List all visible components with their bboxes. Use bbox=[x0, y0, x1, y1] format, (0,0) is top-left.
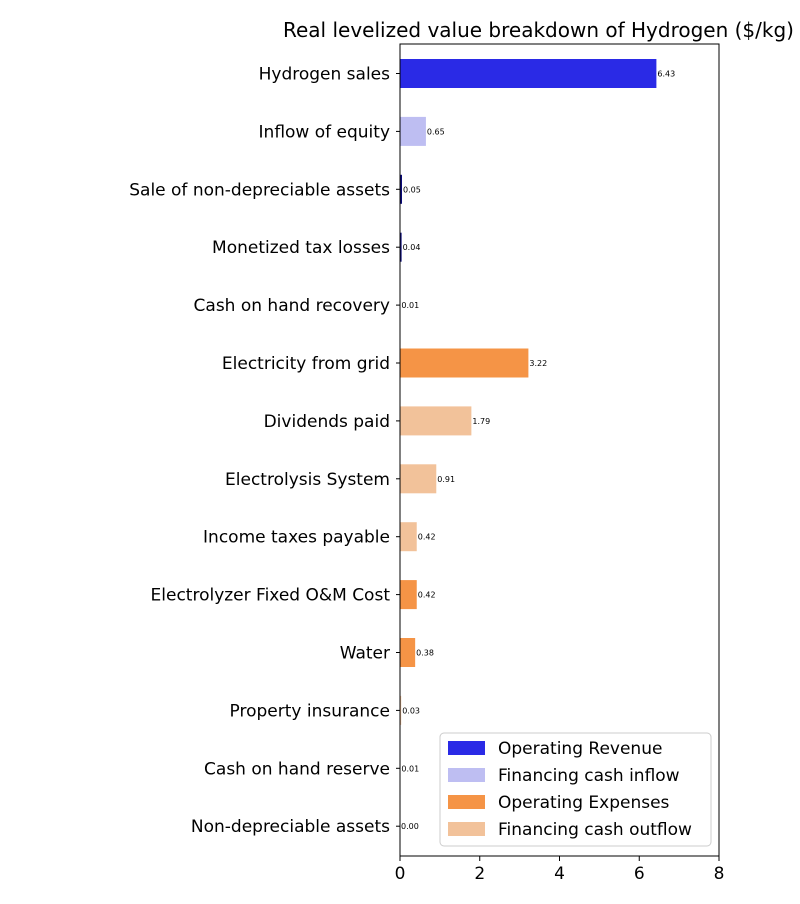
legend-label: Operating Revenue bbox=[498, 739, 662, 759]
bar-inflow-of-equity bbox=[400, 117, 426, 146]
bar-electrolysis-system bbox=[400, 464, 436, 493]
legend-label: Operating Expenses bbox=[498, 793, 670, 813]
x-tick-label: 4 bbox=[554, 864, 565, 884]
category-label: Cash on hand reserve bbox=[204, 759, 390, 779]
legend: Operating Revenue Financing cash inflow Op… bbox=[440, 733, 711, 846]
data-label: 6.43 bbox=[657, 70, 675, 79]
legend-swatch bbox=[448, 741, 485, 755]
data-label: 0.00 bbox=[401, 822, 419, 831]
data-label: 0.01 bbox=[401, 301, 419, 310]
category-label: Non-depreciable assets bbox=[191, 817, 390, 837]
x-tick-label: 2 bbox=[474, 864, 485, 884]
data-label: 0.04 bbox=[403, 243, 421, 252]
legend-swatch bbox=[448, 768, 485, 782]
bars-group bbox=[400, 59, 656, 783]
x-tick-label: 6 bbox=[634, 864, 645, 884]
category-label: Hydrogen sales bbox=[259, 65, 391, 85]
category-labels: Hydrogen sales Inflow of equity Sale of no… bbox=[129, 65, 400, 838]
category-label: Water bbox=[340, 644, 390, 664]
x-axis: 0 2 4 6 8 bbox=[395, 856, 725, 884]
bar-electrolyzer-fixed-o-m-cost bbox=[400, 580, 417, 609]
category-label: Dividends paid bbox=[264, 412, 390, 432]
category-label: Electricity from grid bbox=[222, 354, 390, 374]
category-label: Electrolyzer Fixed O&M Cost bbox=[151, 586, 391, 606]
data-label: 0.42 bbox=[418, 591, 436, 600]
data-label: 0.03 bbox=[402, 706, 420, 715]
value-labels: 6.43 0.65 0.05 0.04 0.01 3.22 1.79 0.91 0.42 0.42… bbox=[401, 70, 675, 832]
legend-swatch bbox=[448, 795, 485, 809]
data-label: 0.01 bbox=[401, 764, 419, 773]
category-label: Property insurance bbox=[230, 701, 390, 721]
data-label: 1.79 bbox=[472, 417, 490, 426]
category-label: Monetized tax losses bbox=[212, 238, 390, 258]
data-label: 0.38 bbox=[416, 649, 434, 658]
category-label: Inflow of equity bbox=[259, 122, 390, 142]
data-label: 0.65 bbox=[427, 127, 445, 136]
data-label: 3.22 bbox=[529, 359, 547, 368]
bar-water bbox=[400, 638, 415, 667]
x-tick-label: 0 bbox=[395, 864, 406, 884]
category-label: Sale of non-depreciable assets bbox=[129, 180, 390, 200]
bar-electricity-from-grid bbox=[400, 349, 528, 378]
data-label: 0.91 bbox=[437, 475, 455, 484]
chart-title: Real levelized value breakdown of Hydrog… bbox=[283, 18, 794, 42]
bar-hydrogen-sales bbox=[400, 59, 656, 88]
bar-income-taxes-payable bbox=[400, 522, 417, 551]
x-tick-label: 8 bbox=[714, 864, 725, 884]
category-label: Income taxes payable bbox=[203, 528, 390, 548]
category-label: Cash on hand recovery bbox=[194, 296, 390, 316]
legend-label: Financing cash inflow bbox=[498, 766, 680, 786]
legend-label: Financing cash outflow bbox=[498, 820, 692, 840]
data-label: 0.05 bbox=[403, 185, 421, 194]
bar-dividends-paid bbox=[400, 406, 471, 435]
data-label: 0.42 bbox=[418, 533, 436, 542]
category-label: Electrolysis System bbox=[225, 470, 390, 490]
legend-swatch bbox=[448, 822, 485, 836]
